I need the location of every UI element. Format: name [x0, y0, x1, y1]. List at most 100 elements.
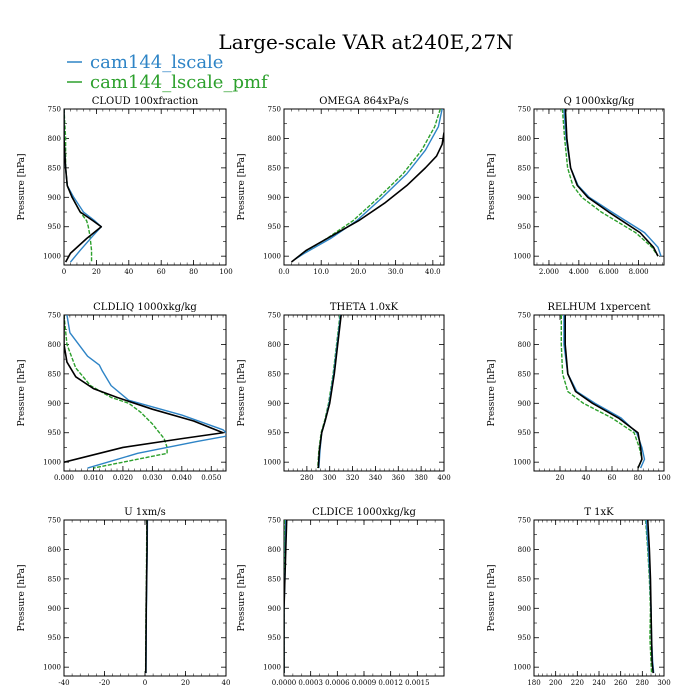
- x-tick-label: 180: [527, 679, 540, 687]
- y-axis-label: Pressure [hPa]: [487, 153, 497, 220]
- panel-title: CLDLIQ 1000xkg/kg: [93, 302, 197, 313]
- y-tick-label: 950: [268, 429, 281, 437]
- series-lscale: [294, 109, 443, 260]
- y-tick-label: 950: [48, 634, 61, 642]
- x-tick-label: 80: [189, 268, 198, 276]
- x-tick-label: 6.000: [599, 268, 619, 276]
- panel-frame: [533, 314, 665, 472]
- x-tick-label: 0.0015: [405, 679, 430, 687]
- y-tick-label: 800: [48, 135, 61, 143]
- panel-frame: [283, 519, 445, 677]
- y-tick-label: 850: [518, 370, 531, 378]
- x-tick-label: -20: [99, 679, 110, 687]
- y-tick-label: 850: [518, 164, 531, 172]
- panel-title: THETA 1.0xK: [330, 302, 399, 313]
- y-tick-label: 800: [518, 341, 531, 349]
- panel-7: U 1xm/s Pressure [hPa] 750 800 850 900 950 1000…: [17, 507, 230, 687]
- series-obs: [317, 315, 342, 469]
- y-tick-label: 850: [48, 575, 61, 583]
- series-obs: [64, 109, 103, 263]
- series-lscale: [563, 109, 662, 257]
- legend-label-pmf: cam144_lscale_pmf: [90, 72, 269, 93]
- y-tick-label: 1000: [513, 664, 531, 672]
- y-tick-label: 1000: [263, 459, 281, 467]
- y-tick-label: 750: [48, 106, 61, 114]
- series-lscale: [64, 109, 102, 263]
- x-tick-label: 30.0: [388, 268, 404, 276]
- y-tick-label: 800: [268, 341, 281, 349]
- series-pmf: [561, 109, 659, 257]
- x-tick-label: 0.0009: [352, 679, 377, 687]
- x-tick-label: 40.0: [425, 268, 441, 276]
- x-tick-label: 0.0012: [378, 679, 403, 687]
- y-tick-label: 900: [518, 605, 531, 613]
- x-tick-label: 320: [346, 474, 359, 482]
- panel-frame: [63, 314, 227, 472]
- x-tick-label: 100: [657, 474, 670, 482]
- panel-title: CLOUD 100xfraction: [92, 96, 199, 107]
- series-obs: [290, 132, 444, 263]
- x-tick-label: 0.010: [83, 474, 103, 482]
- y-tick-label: 950: [518, 634, 531, 642]
- y-tick-label: 800: [48, 546, 61, 554]
- y-tick-label: 1000: [43, 253, 61, 261]
- y-tick-label: 850: [268, 164, 281, 172]
- panel-title: Q 1000xkg/kg: [564, 96, 635, 107]
- x-tick-label: 0.050: [201, 474, 221, 482]
- y-tick-label: 850: [48, 164, 61, 172]
- y-tick-label: 750: [48, 312, 61, 320]
- series-lscale: [66, 315, 226, 469]
- y-tick-label: 850: [268, 575, 281, 583]
- y-tick-label: 950: [48, 429, 61, 437]
- y-tick-label: 750: [518, 517, 531, 525]
- y-tick-label: 900: [518, 400, 531, 408]
- panel-3: Q 1000xkg/kg Pressure [hPa] 750 800 850 900 95…: [487, 96, 665, 276]
- y-tick-label: 900: [48, 605, 61, 613]
- panel-2: OMEGA 864xPa/s Pressure [hPa] 750 800 850 900…: [237, 96, 445, 276]
- y-tick-label: 750: [268, 312, 281, 320]
- legend-label-lscale: cam144_lscale: [90, 52, 223, 73]
- y-tick-label: 1000: [513, 253, 531, 261]
- y-axis-label: Pressure [hPa]: [237, 153, 247, 220]
- y-tick-label: 850: [518, 575, 531, 583]
- x-tick-label: 100: [219, 268, 232, 276]
- x-tick-label: 0.0: [278, 268, 289, 276]
- y-axis-label: Pressure [hPa]: [487, 359, 497, 426]
- y-axis-label: Pressure [hPa]: [237, 564, 247, 631]
- panel-8: CLDICE 1000xkg/kg Pressure [hPa] 750 800 850…: [237, 507, 445, 687]
- y-axis-label: Pressure [hPa]: [487, 564, 497, 631]
- y-axis-label: Pressure [hPa]: [237, 359, 247, 426]
- x-tick-label: 40: [124, 268, 133, 276]
- panel-4: CLDLIQ 1000xkg/kg Pressure [hPa] 750 800 850…: [17, 302, 227, 482]
- x-tick-label: 4.000: [569, 268, 589, 276]
- x-tick-label: 340: [369, 474, 382, 482]
- y-axis-label: Pressure [hPa]: [17, 564, 27, 631]
- x-tick-label: 300: [323, 474, 336, 482]
- panel-title: U 1xm/s: [124, 507, 166, 518]
- panel-6: RELHUM 1xpercent Pressure [hPa] 750 800 850 9…: [487, 302, 671, 482]
- y-tick-label: 800: [48, 341, 61, 349]
- y-tick-label: 800: [518, 135, 531, 143]
- x-tick-label: 20: [556, 474, 565, 482]
- y-tick-label: 850: [268, 370, 281, 378]
- x-tick-label: 220: [571, 679, 584, 687]
- x-tick-label: 240: [592, 679, 605, 687]
- x-tick-label: 80: [634, 474, 643, 482]
- x-tick-label: 60: [157, 268, 166, 276]
- y-tick-label: 800: [268, 135, 281, 143]
- y-tick-label: 950: [518, 429, 531, 437]
- y-tick-label: 900: [48, 194, 61, 202]
- series-obs: [564, 109, 659, 257]
- series-pmf: [64, 109, 93, 263]
- series-pmf: [560, 315, 643, 469]
- y-tick-label: 950: [48, 223, 61, 231]
- panel-title: RELHUM 1xpercent: [547, 302, 650, 313]
- panel-9: T 1xK Pressure [hPa] 750 800 850 900 950 1000 18…: [487, 507, 671, 687]
- x-tick-label: 400: [437, 474, 450, 482]
- y-tick-label: 900: [48, 400, 61, 408]
- y-tick-label: 1000: [43, 459, 61, 467]
- y-tick-label: 750: [268, 106, 281, 114]
- x-tick-label: 260: [614, 679, 627, 687]
- y-tick-label: 900: [268, 194, 281, 202]
